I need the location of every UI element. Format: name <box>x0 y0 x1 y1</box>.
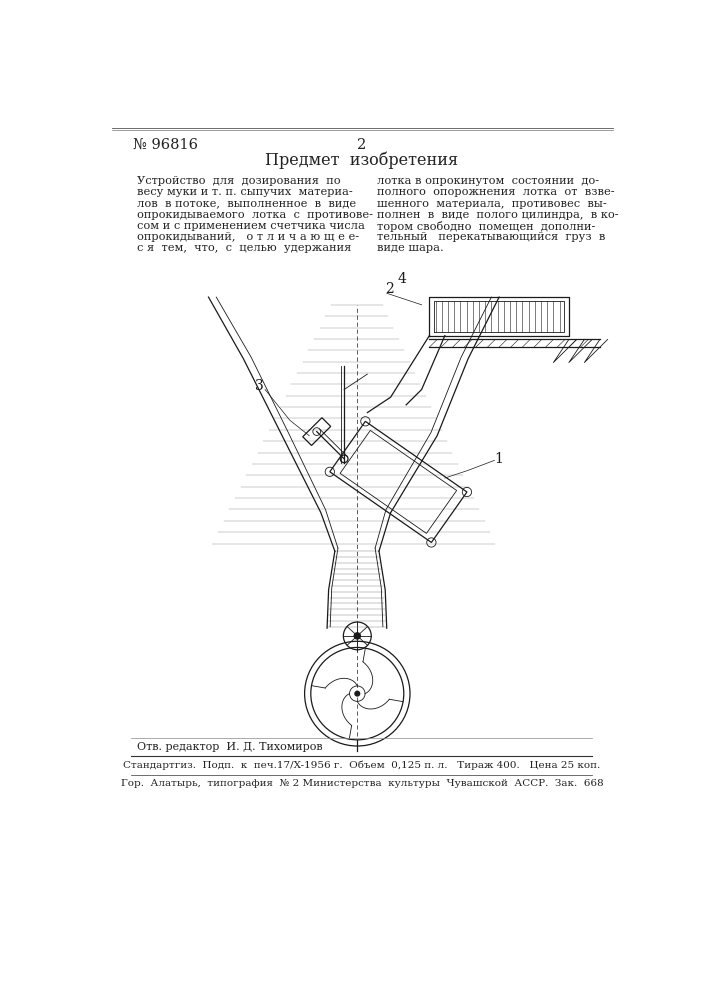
Text: шенного  материала,  противовес  вы-: шенного материала, противовес вы- <box>377 199 607 209</box>
Text: тором свободно  помещен  дополни-: тором свободно помещен дополни- <box>377 221 595 232</box>
Text: весу муки и т. п. сыпучих  материа-: весу муки и т. п. сыпучих материа- <box>137 187 353 197</box>
Text: лотка в опрокинутом  состоянии  до-: лотка в опрокинутом состоянии до- <box>377 176 599 186</box>
Text: сом и с применением счетчика числа: сом и с применением счетчика числа <box>137 221 365 231</box>
Text: 1: 1 <box>495 452 503 466</box>
Text: тельный   перекатывающийся  груз  в: тельный перекатывающийся груз в <box>377 232 605 242</box>
Text: 3: 3 <box>255 379 263 393</box>
Text: лов  в потоке,  выполненное  в  виде: лов в потоке, выполненное в виде <box>137 199 356 209</box>
Text: 2: 2 <box>357 138 366 152</box>
Text: с я  тем,  что,  с  целью  удержания: с я тем, что, с целью удержания <box>137 243 351 253</box>
Text: полного  опорожнения  лотка  от  взве-: полного опорожнения лотка от взве- <box>377 187 614 197</box>
Text: № 96816: № 96816 <box>134 138 199 152</box>
Text: Гор.  Алатырь,  типография  № 2 Министерства  культуры  Чувашской  АССР.  Зак.  : Гор. Алатырь, типография № 2 Министерств… <box>121 779 603 788</box>
Circle shape <box>354 633 361 639</box>
Text: Стандартгиз.  Подп.  к  печ.17/X-1956 г.  Объем  0,125 п. л.   Тираж 400.   Цена: Стандартгиз. Подп. к печ.17/X-1956 г. Об… <box>123 761 600 770</box>
Text: полнен  в  виде  полого цилиндра,  в ко-: полнен в виде полого цилиндра, в ко- <box>377 210 619 220</box>
Text: Отв. редактор  И. Д. Тихомиров: Отв. редактор И. Д. Тихомиров <box>137 742 323 752</box>
Text: Устройство  для  дозирования  по: Устройство для дозирования по <box>137 176 341 186</box>
Text: виде шара.: виде шара. <box>377 243 443 253</box>
Circle shape <box>355 691 360 696</box>
Text: 2: 2 <box>385 282 394 296</box>
Text: опрокидываемого  лотка  с  противове-: опрокидываемого лотка с противове- <box>137 210 373 220</box>
Text: Предмет  изобретения: Предмет изобретения <box>265 151 459 169</box>
Text: опрокидываний,   о т л и ч а ю щ е е-: опрокидываний, о т л и ч а ю щ е е- <box>137 232 359 242</box>
Text: 4: 4 <box>398 272 407 286</box>
